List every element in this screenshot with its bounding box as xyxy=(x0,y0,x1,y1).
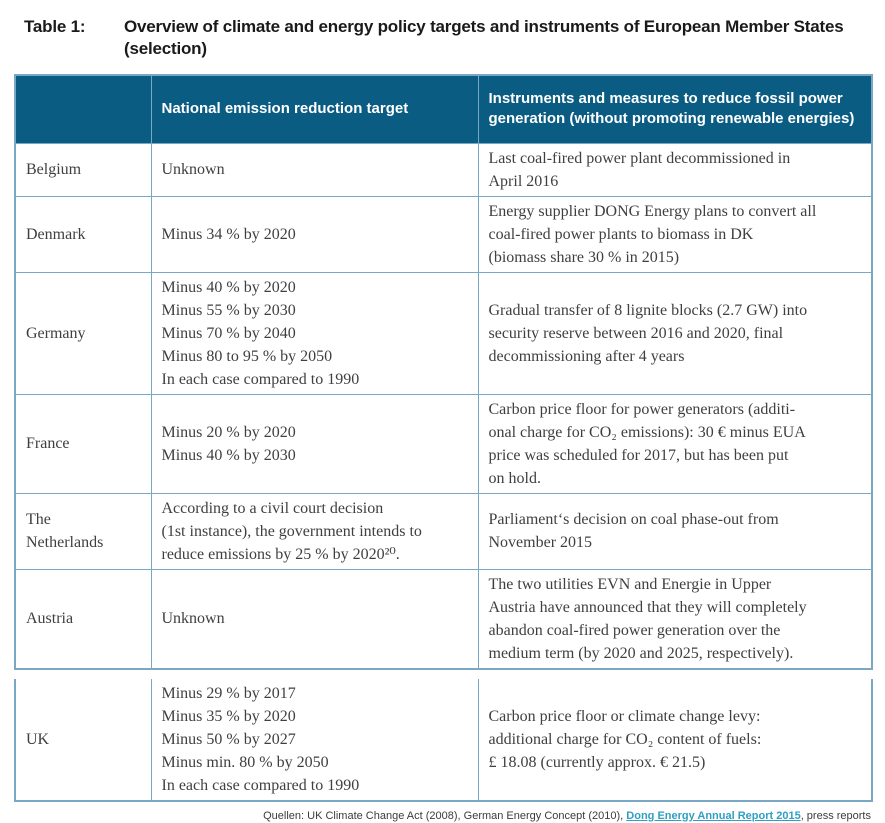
country-cell: Denmark xyxy=(14,195,152,273)
table-caption-text: Overview of climate and energy policy ta… xyxy=(124,16,871,60)
cell-line: medium term (by 2020 and 2025, respectiv… xyxy=(488,644,794,662)
header-cell-country xyxy=(14,74,152,144)
table-caption: Table 1: Overview of climate and energy … xyxy=(14,16,871,60)
target-cell: Minus 34 % by 2020 xyxy=(150,195,479,273)
cell-line: price was scheduled for 2017, but has be… xyxy=(488,446,789,464)
cell-line: coal-fired power plants to biomass in DK xyxy=(488,225,754,243)
cell-line: Netherlands xyxy=(26,534,104,551)
cell-line: Denmark xyxy=(26,225,86,243)
cell-line: on hold. xyxy=(488,469,541,487)
table-row: Denmark Minus 34 % by 2020 Energy supplier… xyxy=(14,195,873,273)
cell-line: Austria have announced that they will co… xyxy=(488,598,807,616)
cell-line: Austria xyxy=(26,610,74,627)
country-cell: The Netherlands xyxy=(14,492,152,570)
country-cell: UK xyxy=(14,678,152,801)
country-cell: Belgium xyxy=(14,142,152,197)
table-caption-line1: Overview of climate and energy policy ta… xyxy=(124,17,844,36)
cell-line: £ 18.08 (currently approx. € 21.5) xyxy=(488,753,706,771)
cell-line: According to a civil court decision xyxy=(161,499,384,517)
source-link[interactable]: Dong Energy Annual Report 2015 xyxy=(626,809,801,822)
cell-line: reduce emissions by 25 % by 2020²⁰. xyxy=(161,545,400,563)
cell-line: Parliament‘s decision on coal phase-out … xyxy=(488,511,779,528)
cell-line: Unknown xyxy=(161,161,225,178)
cell-line: additional charge for CO₂ content of fue… xyxy=(488,730,762,748)
country-cell: Germany xyxy=(14,271,152,395)
source-suffix: , press reports xyxy=(800,809,871,822)
cell-line: November 2015 xyxy=(488,534,593,551)
cell-line: Belgium xyxy=(26,161,82,178)
cell-line: Minus 70 % by 2040 xyxy=(161,324,296,342)
cell-line: April 2016 xyxy=(488,172,559,190)
cell-line: (1st instance), the government intends t… xyxy=(161,522,422,540)
cell-line: UK xyxy=(26,730,50,748)
cell-line: Minus 40 % by 2020 xyxy=(161,278,296,296)
cell-line: Energy supplier DONG Energy plans to con… xyxy=(488,202,817,220)
cell-line: Germany xyxy=(26,324,86,342)
instruments-cell: Gradual transfer of 8 lignite blocks (2.… xyxy=(477,271,873,395)
table-row: UK Minus 29 % by 2017 Minus 35 % by 2020 Mi… xyxy=(14,678,873,801)
instruments-cell: The two utilities EVN and Energie in Upp… xyxy=(477,568,873,669)
table-row: Austria Unknown The two utilities EVN and … xyxy=(14,568,873,669)
country-cell: Austria xyxy=(14,568,152,669)
cell-line: Minus 55 % by 2030 xyxy=(161,301,296,319)
cell-line: Gradual transfer of 8 lignite blocks (2.… xyxy=(488,301,808,319)
instruments-cell: Energy supplier DONG Energy plans to con… xyxy=(477,195,873,273)
source-prefix: Quellen: UK Climate Change Act (2008), G… xyxy=(263,809,627,822)
policy-table: National emission reduction target Instr… xyxy=(14,74,873,670)
table-row: France Minus 20 % by 2020 Minus 40 % by 20… xyxy=(14,393,873,494)
cell-line: Minus 50 % by 2027 xyxy=(161,730,296,748)
target-cell: Minus 20 % by 2020 Minus 40 % by 2030 xyxy=(150,393,479,494)
table-body-continued: UK Minus 29 % by 2017 Minus 35 % by 2020 Mi… xyxy=(14,678,873,801)
target-cell: Minus 29 % by 2017 Minus 35 % by 2020 Minu… xyxy=(150,678,479,801)
cell-line: Minus 34 % by 2020 xyxy=(161,225,296,243)
cell-line: Minus 35 % by 2020 xyxy=(161,707,296,725)
cell-line: Minus 20 % by 2020 xyxy=(161,423,296,441)
cell-line: decommissioning after 4 years xyxy=(488,347,685,365)
instruments-cell: Last coal-fired power plant decommission… xyxy=(477,142,873,197)
target-cell: According to a civil court decision (1st … xyxy=(150,492,479,570)
header-cell-target: National emission reduction target xyxy=(150,74,479,144)
cell-line: In each case compared to 1990 xyxy=(161,370,360,388)
cell-line: Unknown xyxy=(161,610,225,627)
cell-line: onal charge for CO₂ emissions): 30 € min… xyxy=(488,423,806,441)
cell-line: (biomass share 30 % in 2015) xyxy=(488,248,680,266)
target-cell: Unknown xyxy=(150,142,479,197)
table-row: Germany Minus 40 % by 2020 Minus 55 % by 2… xyxy=(14,271,873,395)
cell-line: Minus 40 % by 2030 xyxy=(161,446,296,464)
cell-line: Carbon price floor for power generators … xyxy=(488,400,796,418)
cell-line: Carbon price floor or climate change lev… xyxy=(488,707,761,725)
cell-line: The two utilities EVN and Energie in Upp… xyxy=(488,575,772,593)
country-cell: France xyxy=(14,393,152,494)
cell-line: security reserve between 2016 and 2020, … xyxy=(488,324,784,342)
header-cell-instruments: Instruments and measures to reduce fossi… xyxy=(477,74,873,144)
instruments-cell: Parliament‘s decision on coal phase-out … xyxy=(477,492,873,570)
table-body: Belgium Unknown Last coal-fired power plan… xyxy=(14,142,873,669)
cell-line: The xyxy=(26,511,51,528)
cell-line: In each case compared to 1990 xyxy=(161,776,360,794)
cell-line: abandon coal-fired power generation over… xyxy=(488,621,781,639)
instruments-cell: Carbon price floor or climate change lev… xyxy=(477,678,873,801)
table-row: The Netherlands According to a civil court… xyxy=(14,492,873,570)
source-line: Quellen: UK Climate Change Act (2008), G… xyxy=(14,809,871,823)
table-header: National emission reduction target Instr… xyxy=(14,74,873,144)
instruments-cell: Carbon price floor for power generators … xyxy=(477,393,873,494)
target-cell: Unknown xyxy=(150,568,479,669)
cell-line: France xyxy=(26,435,70,452)
table-row: Belgium Unknown Last coal-fired power plan… xyxy=(14,142,873,197)
target-cell: Minus 40 % by 2020 Minus 55 % by 2030 Minu… xyxy=(150,271,479,395)
cell-line: Minus 29 % by 2017 xyxy=(161,684,296,702)
cell-line: Minus 80 to 95 % by 2050 xyxy=(161,347,333,365)
header-row: National emission reduction target Instr… xyxy=(14,74,873,144)
table-caption-line2: (selection) xyxy=(124,39,207,58)
cell-line: Minus min. 80 % by 2050 xyxy=(161,753,329,771)
cell-line: Last coal-fired power plant decommission… xyxy=(488,149,791,167)
table-caption-number: Table 1: xyxy=(24,17,86,36)
policy-table-continued: UK Minus 29 % by 2017 Minus 35 % by 2020 Mi… xyxy=(14,678,873,802)
